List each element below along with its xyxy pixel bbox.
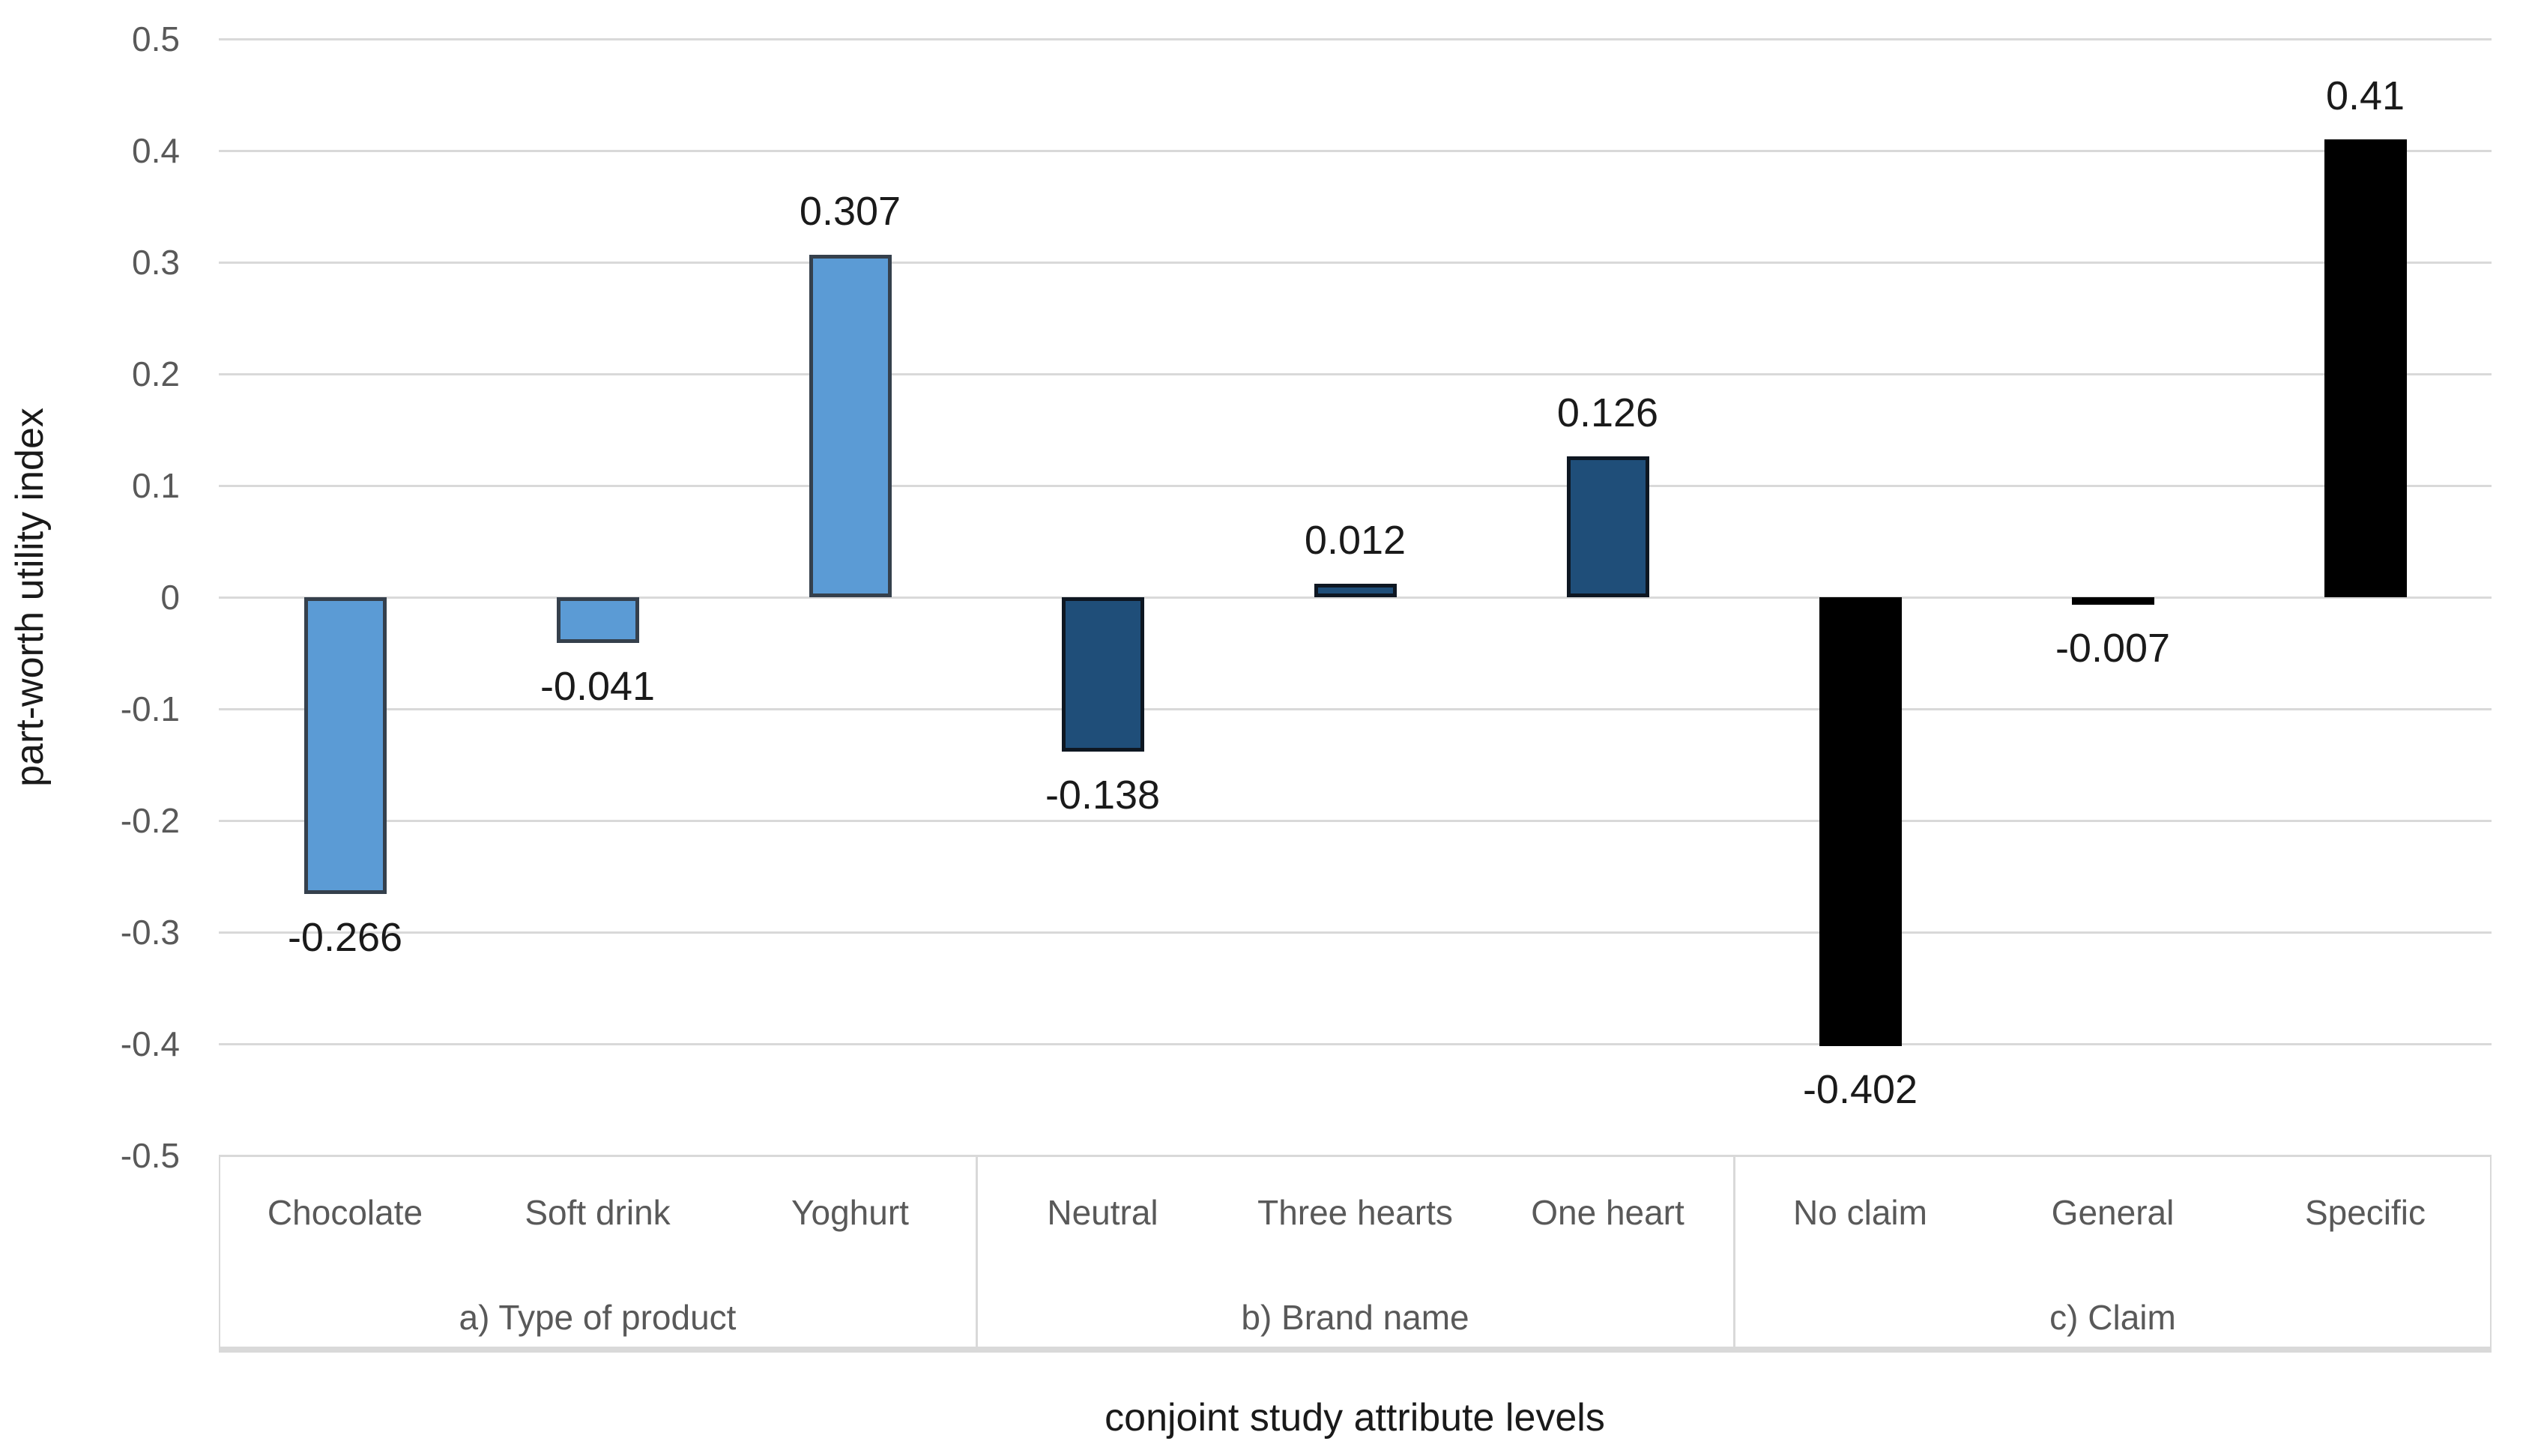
- gridline: [219, 820, 2492, 822]
- category-label-specific: Specific: [2304, 1193, 2426, 1232]
- y-tick-label: 0.4: [132, 131, 180, 170]
- y-tick-label: 0: [160, 578, 180, 617]
- gridline: [219, 708, 2492, 710]
- gridline: [219, 373, 2492, 375]
- value-label-neutral: -0.138: [1045, 772, 1161, 818]
- y-tick-label: -0.3: [120, 913, 180, 952]
- bar-neutral: [1061, 597, 1144, 752]
- value-label-three-hearts: 0.012: [1304, 518, 1406, 564]
- y-tick-label: -0.2: [120, 801, 180, 840]
- gridline: [219, 150, 2492, 152]
- gridline: [219, 596, 2492, 599]
- category-group-divider: [976, 1156, 978, 1353]
- gridline: [219, 931, 2492, 934]
- category-label-soft-drink: Soft drink: [525, 1193, 671, 1232]
- value-label-chocolate: -0.266: [287, 915, 403, 961]
- bar-three-hearts: [1314, 584, 1397, 597]
- category-label-no-claim: No claim: [1793, 1193, 1927, 1232]
- y-tick-label: -0.4: [120, 1024, 180, 1063]
- bar-no-claim: [1819, 597, 1902, 1046]
- category-label-three-hearts: Three hearts: [1257, 1193, 1453, 1232]
- value-label-yoghurt: 0.307: [799, 188, 901, 234]
- bar-soft-drink: [556, 597, 639, 644]
- group-label-c-claim: c) Claim: [2049, 1298, 2176, 1337]
- category-label-neutral: Neutral: [1047, 1193, 1158, 1232]
- y-tick-label: 0.3: [132, 243, 180, 282]
- bar-specific: [2324, 139, 2407, 597]
- bar-chocolate: [303, 597, 387, 895]
- bar-one-heart: [1566, 456, 1649, 597]
- y-tick-label: 0.1: [132, 466, 180, 505]
- value-label-general: -0.007: [2055, 626, 2171, 671]
- y-tick-label: -0.5: [120, 1136, 180, 1175]
- category-label-general: General: [2051, 1193, 2175, 1232]
- gridline: [219, 262, 2492, 264]
- category-label-one-heart: One heart: [1531, 1193, 1684, 1232]
- category-label-chocolate: Chocolate: [267, 1193, 423, 1232]
- bar-yoghurt: [809, 254, 892, 597]
- category-label-yoghurt: Yoghurt: [791, 1193, 909, 1232]
- value-label-no-claim: -0.402: [1802, 1066, 1918, 1112]
- value-label-specific: 0.41: [2325, 73, 2405, 119]
- y-tick-label: 0.2: [132, 354, 180, 393]
- category-group-divider: [1733, 1156, 1735, 1353]
- y-tick-label: 0.5: [132, 19, 180, 58]
- y-axis-title: part-worth utility index: [8, 408, 52, 787]
- gridline: [219, 1043, 2492, 1045]
- value-label-one-heart: 0.126: [1556, 390, 1659, 436]
- y-tick-label: -0.1: [120, 689, 180, 728]
- category-axis-box: [219, 1156, 2492, 1353]
- group-label-b-brand-name: b) Brand name: [1241, 1298, 1469, 1337]
- group-label-a-type-of-product: a) Type of product: [459, 1298, 737, 1337]
- x-axis-title: conjoint study attribute levels: [1105, 1396, 1605, 1440]
- gridline: [219, 38, 2492, 40]
- gridline: [219, 485, 2492, 487]
- bar-general: [2071, 597, 2154, 605]
- value-label-soft-drink: -0.041: [540, 664, 656, 710]
